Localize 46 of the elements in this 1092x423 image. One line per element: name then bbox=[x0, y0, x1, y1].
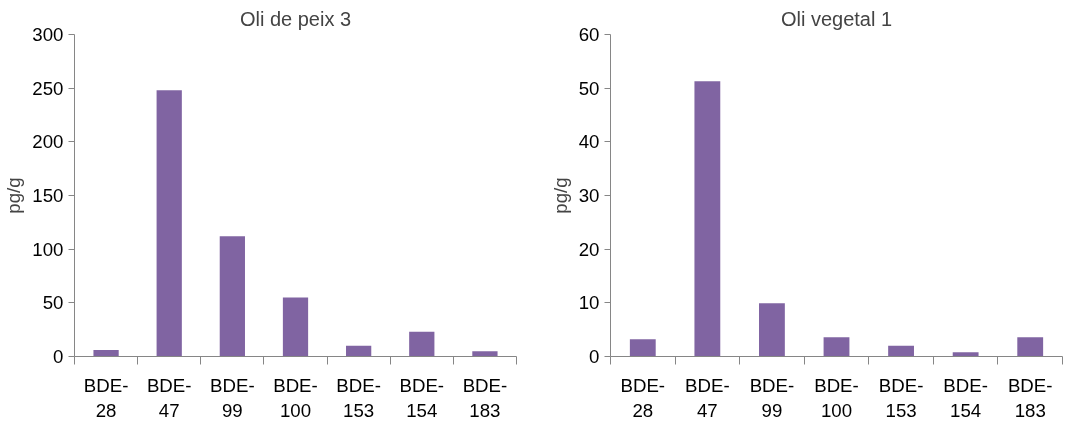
y-tick-label: 30 bbox=[578, 185, 600, 206]
y-axis-title: pg/g bbox=[3, 177, 25, 214]
x-tick-label: BDE-28 bbox=[620, 374, 666, 421]
bar bbox=[282, 297, 309, 357]
bar bbox=[759, 303, 785, 357]
x-tick-label: BDE-183 bbox=[1007, 374, 1053, 421]
x-tick-label: BDE-100 bbox=[814, 374, 859, 421]
x-tick-label: BDE-99 bbox=[749, 374, 795, 421]
chart-title: Oli vegetal 1 bbox=[780, 7, 893, 30]
y-tick-label: 40 bbox=[578, 131, 600, 153]
x-tick-label: BDE-47 bbox=[146, 374, 192, 421]
bar bbox=[1017, 337, 1044, 357]
bar bbox=[409, 331, 435, 357]
x-tick-label: BDE-154 bbox=[943, 374, 988, 421]
y-tick-label: 150 bbox=[32, 185, 64, 206]
bar bbox=[472, 351, 498, 357]
bar bbox=[93, 350, 119, 357]
bar bbox=[823, 337, 850, 357]
bar bbox=[694, 81, 721, 357]
y-axis-title: pg/g bbox=[549, 177, 571, 214]
y-tick-label: 200 bbox=[32, 131, 64, 153]
bar bbox=[888, 345, 914, 357]
y-tick-label: 0 bbox=[53, 346, 64, 367]
bar bbox=[156, 90, 182, 357]
bar bbox=[219, 236, 245, 357]
y-tick-label: 50 bbox=[578, 77, 600, 99]
y-tick-label: 10 bbox=[578, 292, 600, 314]
y-tick-label: 50 bbox=[42, 292, 64, 314]
x-tick-label: BDE-99 bbox=[210, 374, 255, 421]
y-tick-label: 0 bbox=[589, 346, 600, 367]
y-tick-label: 20 bbox=[578, 238, 600, 260]
y-tick-label: 300 bbox=[32, 24, 64, 45]
x-tick-label: BDE-47 bbox=[685, 374, 730, 421]
y-tick-label: 250 bbox=[32, 77, 64, 99]
x-tick-label: BDE-154 bbox=[399, 374, 445, 421]
x-tick-label: BDE-100 bbox=[273, 374, 318, 421]
x-tick-label: BDE-183 bbox=[462, 374, 508, 421]
bar bbox=[346, 345, 372, 357]
bar bbox=[629, 339, 656, 357]
bar bbox=[952, 352, 979, 357]
x-tick-label: BDE-153 bbox=[878, 374, 924, 421]
y-tick-label: 100 bbox=[32, 238, 64, 260]
chart-title: Oli de peix 3 bbox=[239, 7, 352, 30]
x-tick-label: BDE-153 bbox=[336, 374, 381, 421]
x-tick-label: BDE-28 bbox=[83, 374, 129, 421]
y-tick-label: 60 bbox=[578, 24, 600, 45]
